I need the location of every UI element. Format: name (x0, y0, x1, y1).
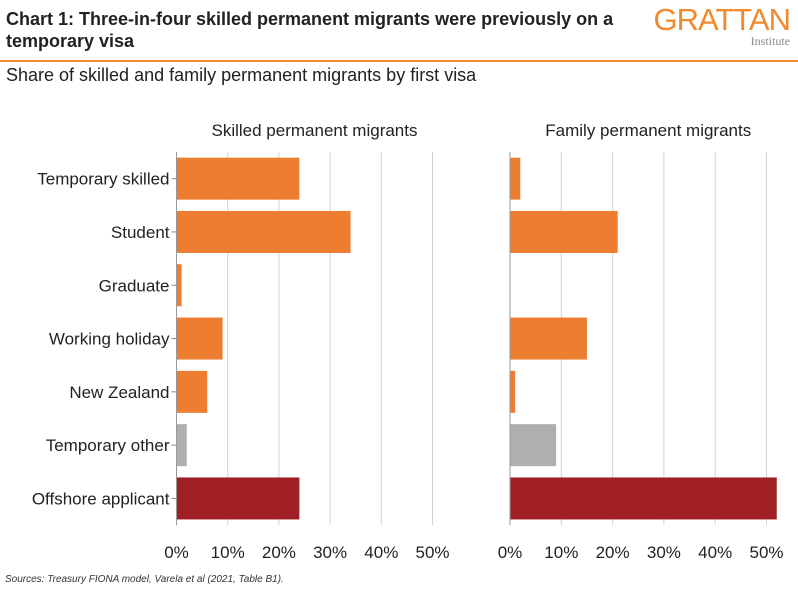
panel-title: Skilled permanent migrants (212, 121, 418, 140)
grattan-logo: GRATTAN Institute (653, 2, 791, 49)
category-label: Student (111, 223, 170, 242)
bar (510, 157, 521, 200)
bar (176, 157, 300, 200)
bar (176, 264, 182, 307)
x-tick-label: 20% (262, 543, 296, 562)
bar (176, 477, 300, 520)
x-tick-label: 50% (415, 543, 449, 562)
chart-title: Chart 1: Three-in-four skilled permanent… (6, 9, 614, 51)
x-tick-label: 20% (596, 543, 630, 562)
source-note: Sources: Treasury FIONA model, Varela et… (5, 574, 284, 585)
bar (510, 477, 777, 520)
x-tick-label: 40% (364, 543, 398, 562)
category-label: Offshore applicant (32, 489, 170, 508)
bar (176, 317, 223, 360)
x-tick-label: 30% (313, 543, 347, 562)
bar (510, 210, 618, 253)
x-tick-label: 0% (164, 543, 189, 562)
x-tick-label: 40% (698, 543, 732, 562)
x-tick-label: 10% (211, 543, 245, 562)
x-tick-label: 30% (647, 543, 681, 562)
x-tick-label: 10% (544, 543, 578, 562)
category-label: Temporary other (46, 436, 170, 455)
x-tick-label: 50% (749, 543, 783, 562)
category-label: New Zealand (69, 383, 169, 402)
x-tick-label: 0% (498, 543, 523, 562)
panel-title: Family permanent migrants (545, 121, 751, 140)
bar (510, 370, 516, 413)
bar (176, 210, 351, 253)
logo-word: GRATTAN (653, 2, 791, 37)
bar (176, 370, 208, 413)
bar (510, 424, 557, 467)
logo-sub: Institute (750, 34, 790, 48)
bar (510, 317, 587, 360)
bar (176, 424, 187, 467)
chart-subtitle: Share of skilled and family permanent mi… (6, 65, 477, 85)
category-label: Graduate (99, 276, 170, 295)
title-divider (0, 60, 798, 62)
category-label: Working holiday (49, 330, 170, 349)
category-label: Temporary skilled (37, 170, 169, 189)
